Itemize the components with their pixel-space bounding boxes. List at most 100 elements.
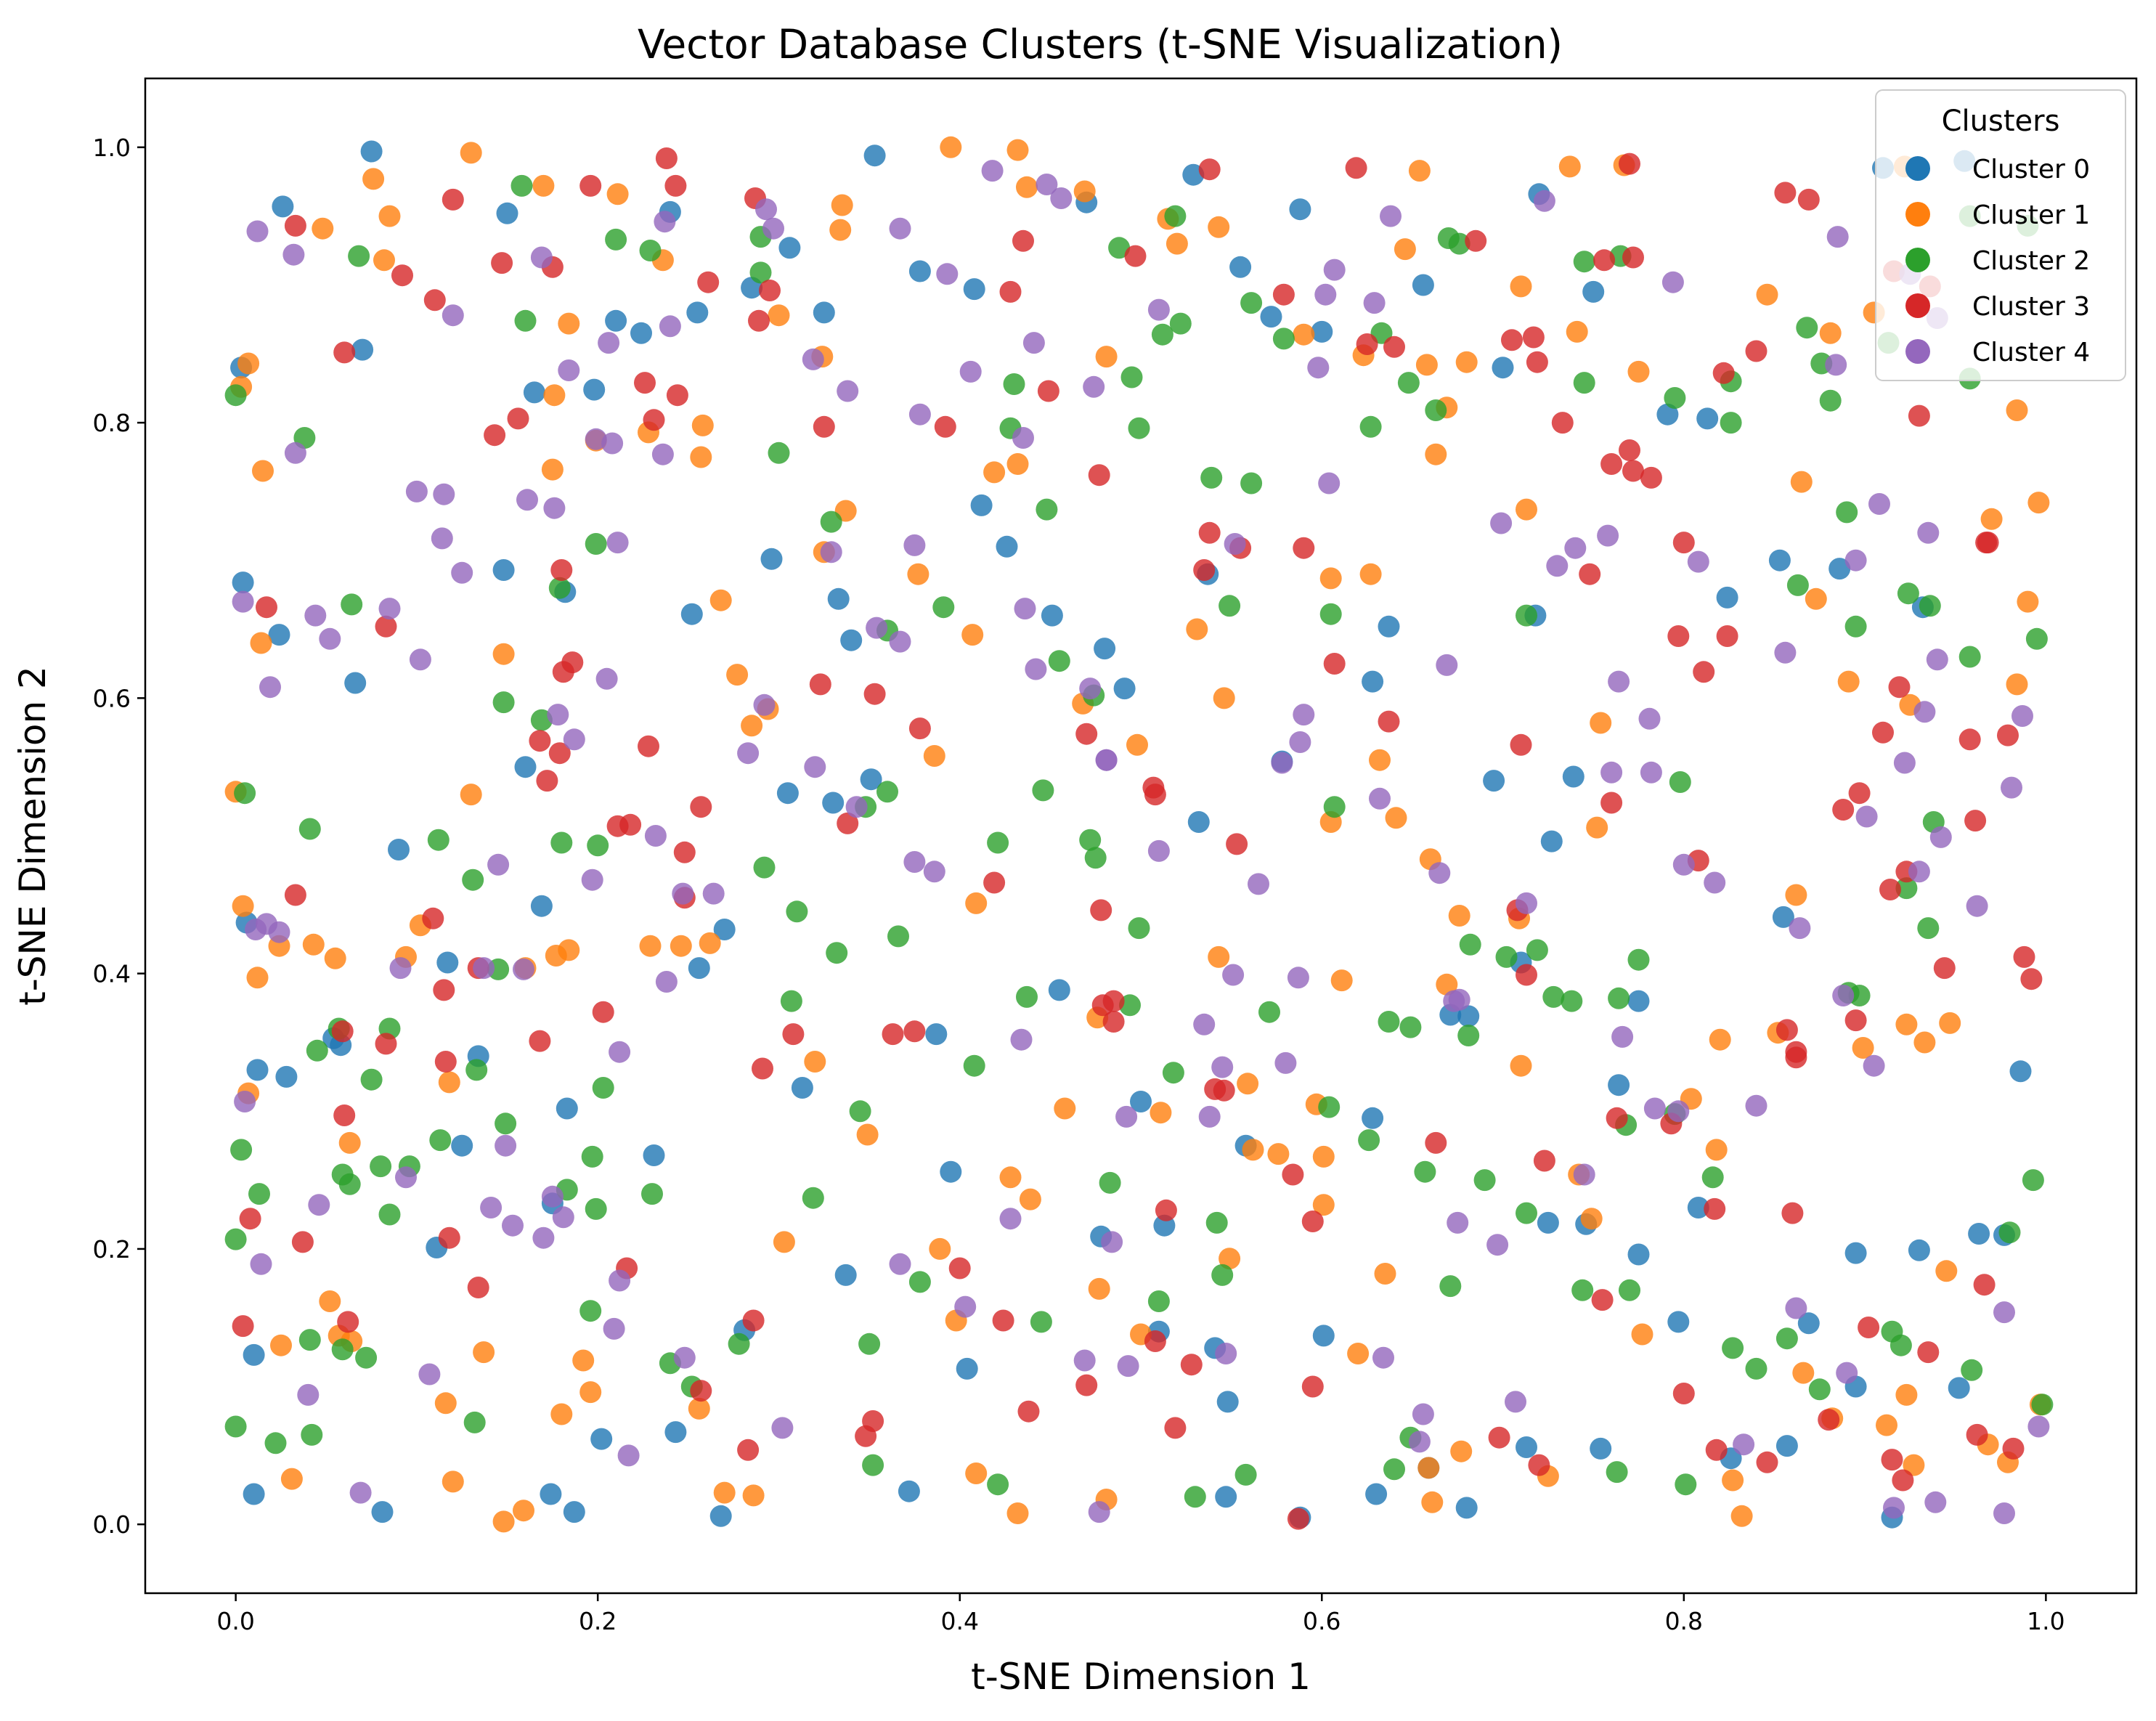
data-point xyxy=(259,676,281,699)
data-point xyxy=(1216,1391,1239,1413)
data-point xyxy=(1319,603,1342,625)
data-point xyxy=(2002,1437,2025,1460)
x-tick-label: 1.0 xyxy=(2027,1607,2065,1635)
data-point xyxy=(558,312,580,335)
data-point xyxy=(536,770,558,792)
data-point xyxy=(1282,1163,1304,1186)
data-point xyxy=(1385,807,1407,829)
data-point xyxy=(1672,853,1695,876)
x-tick-label: 0.2 xyxy=(579,1607,617,1635)
data-point xyxy=(1117,1355,1139,1378)
data-point xyxy=(590,1428,613,1450)
data-point xyxy=(1789,917,1811,940)
data-point xyxy=(822,792,845,814)
data-point xyxy=(1108,237,1131,259)
data-point xyxy=(1672,1383,1695,1404)
data-point xyxy=(752,1057,773,1080)
data-point xyxy=(609,1269,631,1292)
data-point xyxy=(360,140,383,163)
data-point xyxy=(641,1183,663,1205)
data-point xyxy=(438,1071,460,1094)
data-point xyxy=(563,728,585,751)
data-point xyxy=(540,1483,562,1505)
data-point xyxy=(298,1329,321,1351)
data-point xyxy=(1997,724,2019,746)
y-tick-label: 0.8 xyxy=(93,409,131,437)
data-point xyxy=(643,409,665,431)
data-point xyxy=(1516,1202,1537,1224)
legend-marker xyxy=(1905,248,1930,272)
data-point xyxy=(1848,782,1871,805)
data-point xyxy=(2006,399,2028,421)
data-point xyxy=(655,147,678,169)
data-point xyxy=(1219,595,1241,617)
data-point xyxy=(550,559,573,581)
data-point xyxy=(713,1481,736,1504)
data-point xyxy=(1966,895,1988,917)
data-point xyxy=(970,494,993,516)
data-point xyxy=(1619,152,1640,175)
data-point xyxy=(965,1462,988,1484)
data-point xyxy=(1868,493,1890,515)
data-point xyxy=(987,1473,1009,1496)
data-point xyxy=(827,587,850,610)
data-point xyxy=(737,1439,760,1461)
data-point xyxy=(1455,351,1478,373)
data-point xyxy=(491,252,513,274)
data-point xyxy=(1465,229,1487,252)
data-point xyxy=(1917,1341,1940,1364)
data-point xyxy=(820,510,842,533)
data-point xyxy=(1855,805,1878,828)
data-point xyxy=(467,1277,489,1298)
data-point xyxy=(690,446,712,468)
data-point xyxy=(1693,661,1715,683)
data-point xyxy=(378,1203,401,1226)
data-point xyxy=(1144,1330,1166,1352)
data-point xyxy=(863,145,886,167)
data-point xyxy=(1213,687,1235,709)
data-point xyxy=(1323,259,1346,281)
data-point xyxy=(643,1144,665,1166)
data-point xyxy=(331,1338,354,1361)
data-point xyxy=(813,301,835,324)
data-point xyxy=(1006,139,1029,161)
data-point xyxy=(224,384,247,407)
data-point xyxy=(333,341,356,364)
data-point xyxy=(532,174,555,197)
data-point xyxy=(1895,1383,1918,1406)
data-point xyxy=(409,648,431,671)
data-point xyxy=(1608,670,1630,693)
data-point xyxy=(433,979,455,1001)
data-point xyxy=(1516,498,1537,521)
data-point xyxy=(742,1484,765,1507)
data-point xyxy=(1094,638,1116,660)
data-point xyxy=(1415,354,1438,376)
data-point xyxy=(776,782,799,805)
data-point xyxy=(1640,466,1662,489)
data-point xyxy=(1457,1005,1480,1028)
data-point xyxy=(813,415,835,438)
data-point xyxy=(940,1160,962,1183)
data-point xyxy=(1408,1431,1431,1453)
data-point xyxy=(1345,157,1367,179)
data-point xyxy=(1510,733,1532,756)
data-point xyxy=(579,1381,602,1404)
data-point xyxy=(2013,945,2035,968)
data-point xyxy=(1705,1139,1728,1161)
data-point xyxy=(246,220,269,243)
data-point xyxy=(378,205,401,227)
data-point xyxy=(1312,1325,1335,1347)
data-point xyxy=(1781,1202,1804,1224)
data-point xyxy=(256,596,277,619)
data-point xyxy=(250,1253,272,1275)
data-point xyxy=(802,1187,824,1209)
data-point xyxy=(1378,710,1400,733)
data-point xyxy=(1775,1327,1798,1350)
data-point xyxy=(427,829,449,851)
data-point xyxy=(434,1051,457,1073)
data-point xyxy=(862,1454,884,1476)
data-point xyxy=(1832,985,1855,1006)
y-axis-label: t-SNE Dimension 2 xyxy=(12,666,54,1006)
data-point xyxy=(1417,1457,1440,1479)
